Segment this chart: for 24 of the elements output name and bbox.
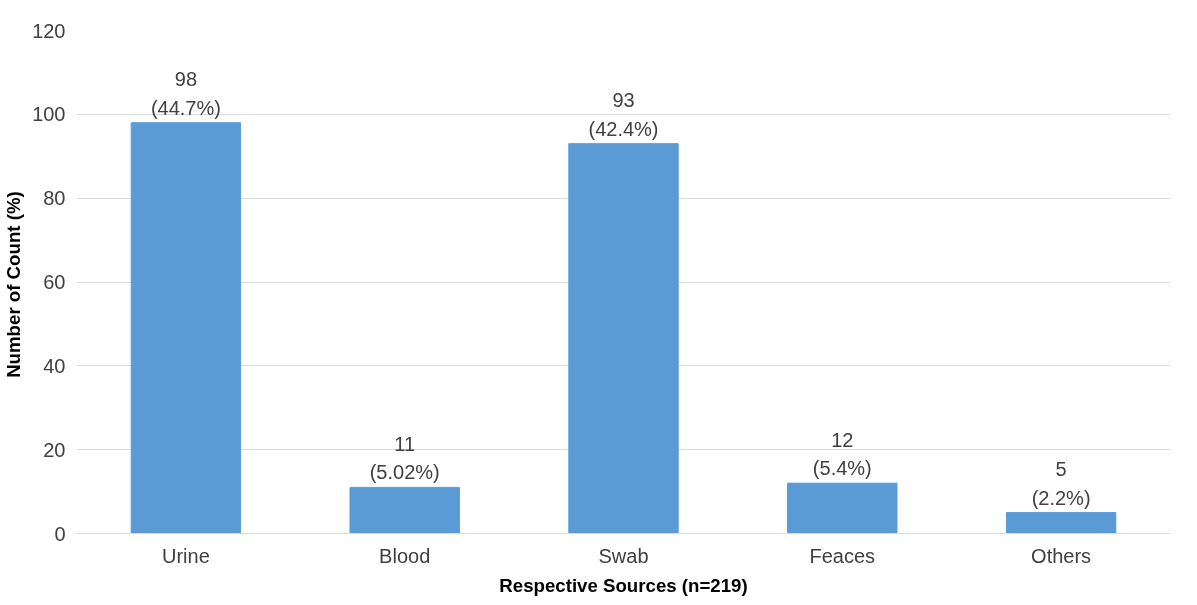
y-tick-label: 120 [32,19,66,42]
y-tick-label: 100 [32,103,66,126]
bar [349,486,460,534]
y-tick-label: 0 [54,522,66,545]
y-tick-label: 20 [43,438,66,461]
x-axis-title: Respective Sources (n=219) [499,574,748,596]
data-label: 11 (5.02%) [369,432,440,484]
bar [568,143,679,534]
y-axis-title: Number of Count (%) [3,191,25,378]
data-label: 93 (42.4%) [588,89,659,140]
bar [1005,512,1117,534]
y-tick-label: 40 [43,354,66,377]
x-tick-label: Others [1031,544,1092,567]
x-tick-label: Swab [598,544,649,567]
y-tick-label: 60 [43,271,66,293]
x-tick-label: Blood [379,544,431,567]
data-label: 5 (2.2%) [1031,457,1091,509]
data-label: 12 (5.4%) [812,428,872,480]
data-label: 98 (44.7%) [150,68,221,119]
y-tick-label: 80 [43,187,66,210]
bar [130,122,242,534]
x-tick-label: Urine [162,544,210,567]
x-tick-label: Feaces [809,544,876,567]
bar [787,482,898,534]
